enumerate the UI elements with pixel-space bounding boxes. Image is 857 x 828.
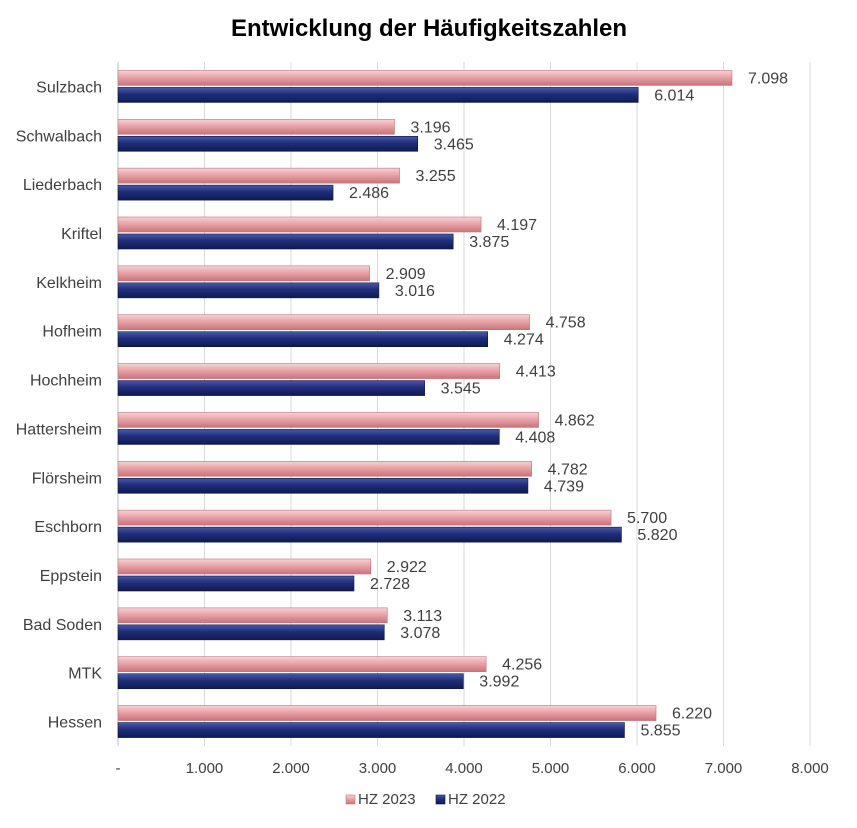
- bar-hz-2022: [117, 282, 380, 299]
- category-label: Kriftel: [61, 226, 102, 243]
- category-label: Hattersheim: [16, 421, 102, 438]
- data-label: 4.782: [548, 461, 588, 478]
- category-label: Bad Soden: [23, 617, 102, 634]
- gridlines: [117, 62, 811, 746]
- data-label: 4.256: [502, 657, 542, 674]
- data-label: 4.862: [555, 412, 595, 429]
- bar-hz-2023: [117, 216, 482, 233]
- data-label: 4.758: [546, 315, 586, 332]
- bar-hz-2023: [117, 460, 532, 477]
- data-label: 4.274: [504, 332, 544, 349]
- legend-label: HZ 2023: [358, 791, 416, 808]
- data-label: 3.875: [469, 234, 509, 251]
- data-label: 3.078: [400, 625, 440, 642]
- bar-hz-2022: [117, 184, 334, 201]
- x-tick-label: 2.000: [272, 760, 310, 777]
- bar-hz-2023: [117, 558, 372, 575]
- x-tick-label: 8.000: [791, 760, 829, 777]
- x-tick-label: 6.000: [618, 760, 656, 777]
- bar-hz-2022: [117, 526, 622, 543]
- bar-hz-2023: [117, 705, 657, 721]
- x-tick-label: 5.000: [532, 760, 570, 777]
- category-labels: Sulzbach Schwalbach Liederbach Kriftel Kelkh…: [16, 79, 103, 731]
- bar-hz-2023: [117, 509, 612, 526]
- bar-hz-2023: [117, 118, 395, 135]
- bar-hz-2023: [117, 265, 370, 282]
- bar-hz-2022: [117, 429, 500, 445]
- category-label: Sulzbach: [36, 79, 102, 96]
- x-axis-ticks: - 1.000 2.000 3.000 4.000 5.000 6.000 7.000 8.00…: [116, 760, 829, 777]
- bar-hz-2022: [117, 477, 529, 494]
- bar-hz-2023: [117, 607, 388, 624]
- bar-hz-2022: [117, 87, 639, 103]
- bar-hz-2022: [117, 233, 454, 250]
- legend-swatch-hz-2022: [435, 794, 446, 805]
- category-label: Eppstein: [40, 568, 102, 585]
- x-tick-label: 3.000: [359, 760, 397, 777]
- data-label: 4.408: [515, 429, 555, 446]
- bar-hz-2023: [117, 412, 539, 428]
- x-tick-label: 7.000: [705, 760, 743, 777]
- data-label: 3.465: [434, 136, 474, 153]
- category-label: Kelkheim: [36, 275, 102, 292]
- bar-hz-2023: [117, 656, 487, 673]
- x-tick-label: 4.000: [445, 760, 483, 777]
- x-tick-label: -: [116, 760, 121, 777]
- data-label: 5.820: [637, 527, 677, 544]
- legend-swatch-hz-2023: [345, 794, 356, 805]
- category-label: Hochheim: [30, 373, 102, 390]
- bar-hz-2022: [117, 331, 489, 348]
- data-label: 5.700: [627, 510, 667, 527]
- category-label: Eschborn: [34, 519, 102, 536]
- bar-hz-2023: [117, 363, 501, 379]
- legend: HZ 2023 HZ 2022: [345, 791, 506, 808]
- data-label: 2.486: [349, 185, 389, 202]
- category-label: Schwalbach: [16, 128, 102, 145]
- data-label: 2.922: [387, 559, 427, 576]
- category-label: Flörsheim: [32, 470, 102, 487]
- category-label: MTK: [68, 666, 102, 683]
- data-label: 3.545: [441, 381, 481, 398]
- data-label: 2.909: [386, 266, 426, 283]
- bar-hz-2023: [117, 167, 400, 184]
- data-label: 3.016: [395, 283, 435, 300]
- bar-hz-2022: [117, 673, 464, 690]
- data-label: 6.014: [654, 87, 694, 104]
- data-label: 3.196: [410, 119, 450, 136]
- data-label: 2.728: [370, 576, 410, 593]
- bar-hz-2022: [117, 575, 355, 592]
- chart-title: Entwicklung der Häufigkeitszahlen: [231, 15, 627, 42]
- bar-hz-2022: [117, 135, 419, 152]
- data-label: 3.113: [403, 608, 442, 625]
- category-label: Hofheim: [42, 324, 102, 341]
- data-label: 5.855: [640, 723, 680, 740]
- bar-hz-2023: [117, 70, 733, 86]
- data-label: 3.992: [479, 674, 519, 691]
- bar-hz-2022: [117, 624, 385, 641]
- data-label: 4.739: [544, 478, 584, 495]
- bar-hz-2022: [117, 722, 625, 738]
- x-tick-label: 1.000: [186, 760, 224, 777]
- data-label: 7.098: [748, 70, 788, 87]
- legend-label: HZ 2022: [448, 791, 506, 808]
- data-label: 4.197: [497, 217, 537, 234]
- bar-hz-2022: [117, 380, 425, 396]
- bar-hz-2023: [117, 314, 530, 331]
- category-label: Hessen: [48, 715, 102, 732]
- data-label: 6.220: [672, 706, 712, 723]
- data-label: 4.413: [516, 364, 556, 381]
- category-label: Liederbach: [23, 177, 102, 194]
- data-label: 3.255: [416, 168, 456, 185]
